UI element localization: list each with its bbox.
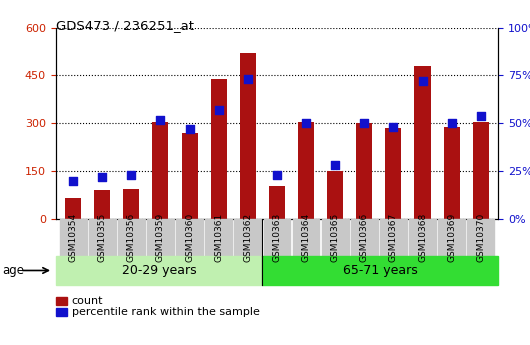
Text: GSM10363: GSM10363 (272, 213, 281, 262)
Text: GSM10366: GSM10366 (360, 213, 369, 262)
Text: GSM10367: GSM10367 (389, 213, 398, 262)
Text: GSM10360: GSM10360 (185, 213, 194, 262)
Text: GSM10356: GSM10356 (127, 213, 136, 262)
Point (273, 172, 281, 178)
Point (186, 126, 194, 132)
Text: GDS473 / 236251_at: GDS473 / 236251_at (56, 19, 193, 32)
Text: count: count (72, 296, 103, 306)
Bar (356, 123, 372, 219)
Bar (385, 128, 401, 219)
Text: GSM10362: GSM10362 (243, 213, 252, 262)
Bar (123, 189, 139, 219)
Text: GSM10355: GSM10355 (98, 213, 107, 262)
Bar (182, 133, 198, 219)
Point (98, 174, 107, 180)
Bar (269, 186, 285, 219)
Point (127, 172, 136, 178)
Bar (211, 79, 227, 219)
Point (244, 77, 252, 82)
Point (331, 163, 339, 168)
Text: GSM10365: GSM10365 (331, 213, 340, 262)
Text: GSM10361: GSM10361 (214, 213, 223, 262)
Bar (94, 190, 110, 219)
Bar (153, 122, 169, 219)
Bar (65, 198, 81, 219)
Text: GSM10364: GSM10364 (302, 213, 311, 262)
Point (360, 120, 368, 126)
Point (302, 120, 310, 126)
Bar (240, 53, 256, 219)
Text: percentile rank within the sample: percentile rank within the sample (72, 307, 259, 317)
Text: GSM10359: GSM10359 (156, 213, 165, 262)
Point (476, 113, 485, 118)
Text: GSM10354: GSM10354 (68, 213, 77, 262)
Point (447, 120, 456, 126)
Point (69, 178, 77, 184)
Point (215, 107, 223, 113)
Text: age: age (3, 264, 25, 277)
Bar (444, 127, 460, 219)
Bar (414, 66, 430, 219)
Bar (327, 171, 343, 219)
Text: GSM10370: GSM10370 (476, 213, 485, 262)
Bar (473, 122, 489, 219)
Text: 20-29 years: 20-29 years (122, 264, 196, 277)
Text: 65-71 years: 65-71 years (343, 264, 418, 277)
Bar (298, 122, 314, 219)
Point (389, 125, 398, 130)
Point (418, 78, 427, 84)
Point (156, 117, 165, 122)
Text: GSM10369: GSM10369 (447, 213, 456, 262)
Text: GSM10368: GSM10368 (418, 213, 427, 262)
